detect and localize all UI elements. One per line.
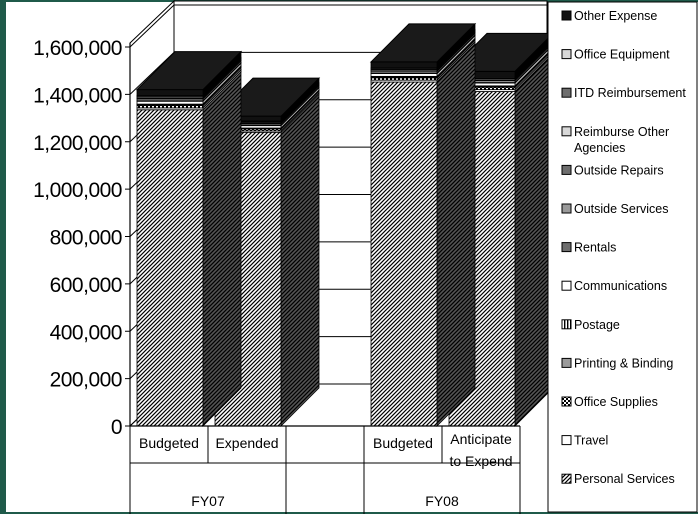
- legend-swatch: [561, 357, 572, 368]
- bar-top: [135, 51, 243, 91]
- legend-item: Personal Services: [561, 472, 675, 486]
- legend-item: Printing & Binding: [561, 356, 673, 370]
- x-tick-label: Anticipate: [450, 431, 512, 447]
- y-tick-label: 200,000: [50, 369, 122, 392]
- y-tick-label: 1,600,000: [33, 37, 122, 60]
- legend-swatch: [561, 87, 572, 98]
- legend-swatch: [561, 203, 572, 214]
- bar-side: [202, 70, 242, 427]
- legend-item: Postage: [561, 318, 620, 332]
- bar-segment: [136, 109, 204, 427]
- legend-item: Other Expense: [561, 9, 657, 23]
- legend-swatch: [561, 242, 572, 253]
- x-tick-label: Budgeted: [373, 435, 433, 451]
- group-label: FY08: [425, 493, 459, 509]
- legend-swatch: [561, 49, 572, 60]
- legend-label: Outside Services: [574, 202, 668, 216]
- legend-swatch: [561, 319, 572, 330]
- y-tick-label: 0: [111, 416, 122, 439]
- bar-segment: [370, 61, 438, 69]
- legend-item: Office Supplies: [561, 395, 658, 409]
- legend-label: Communications: [574, 279, 667, 293]
- bar-side: [280, 93, 320, 427]
- legend-label: Office Supplies: [574, 395, 658, 409]
- legend-label: Postage: [574, 318, 620, 332]
- y-tick-label: 1,200,000: [33, 132, 122, 155]
- bar-side: [514, 52, 554, 427]
- bar-top: [369, 23, 477, 63]
- legend-label: Printing & Binding: [574, 356, 673, 370]
- legend-item: Office Equipment: [561, 48, 670, 62]
- bar-side: [436, 43, 476, 427]
- y-tick-label: 400,000: [50, 321, 122, 344]
- legend-item: Outside Repairs: [561, 163, 664, 177]
- group-label: FY07: [191, 493, 225, 509]
- bar-segment: [370, 81, 438, 427]
- x-tick-label: Expended: [215, 435, 278, 451]
- y-tick-label: 600,000: [50, 274, 122, 297]
- legend-label: ITD Reimbursement: [574, 86, 686, 100]
- bar-segment: [370, 73, 438, 77]
- legend-item: Outside Services: [561, 202, 668, 216]
- legend-label: Outside Repairs: [574, 163, 664, 177]
- x-tick-label: Budgeted: [139, 435, 199, 451]
- legend-label: Personal Services: [574, 472, 675, 486]
- legend-swatch: [561, 473, 572, 484]
- legend-swatch: [561, 126, 572, 137]
- legend-label: Other Expense: [574, 9, 657, 23]
- gridline-side: [129, 4, 175, 48]
- legend-label: Agencies: [574, 141, 625, 155]
- legend-item: Rentals: [561, 241, 616, 255]
- x-tick-label: to Expend: [449, 453, 512, 469]
- legend-swatch: [561, 435, 572, 446]
- y-tick-label: 800,000: [50, 227, 122, 250]
- y-tick-label: 1,400,000: [33, 84, 122, 107]
- legend-item: Travel: [561, 434, 608, 448]
- legend-item: Reimburse Other Agencies: [561, 125, 669, 155]
- bar-segment: [136, 100, 204, 105]
- legend-swatch: [561, 10, 572, 21]
- legend-item: Communications: [561, 279, 667, 293]
- legend-label: Office Equipment: [574, 48, 670, 62]
- legend-swatch: [561, 280, 572, 291]
- legend-label: Reimburse Other: [574, 125, 669, 139]
- legend-swatch: [561, 396, 572, 407]
- legend-swatch: [561, 164, 572, 175]
- legend-label: Travel: [574, 434, 608, 448]
- legend-label: Rentals: [574, 241, 616, 255]
- bar-segment: [136, 89, 204, 96]
- y-tick-label: 1,000,000: [33, 179, 122, 202]
- legend-item: ITD Reimbursement: [561, 86, 686, 100]
- legend-box: [547, 1, 698, 513]
